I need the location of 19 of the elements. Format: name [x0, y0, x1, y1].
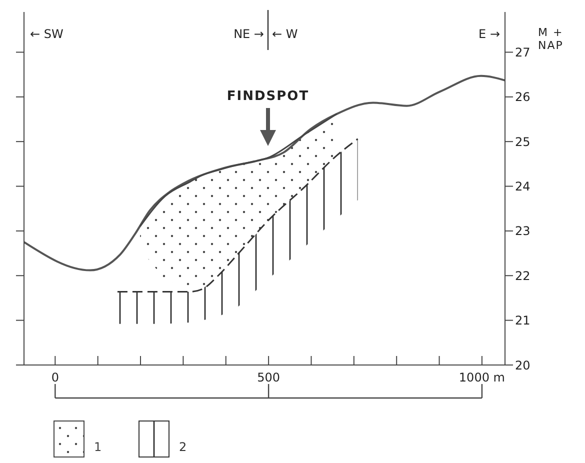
text: 1	[94, 440, 102, 454]
y-tick-label: 21	[515, 314, 530, 328]
y-tick-label: 22	[515, 268, 530, 283]
annotation: ← W	[272, 27, 298, 41]
annotation: E →	[478, 27, 500, 41]
annotation: FINDSPOT	[226, 89, 310, 104]
x-tick-label: 1000 m	[458, 370, 505, 385]
y-tick-label: 23	[515, 224, 530, 238]
y-axis-title: M + NAP	[538, 26, 564, 52]
y-tick-label: 27	[515, 45, 530, 60]
x-tick-label: 0	[51, 370, 59, 385]
y-tick-label: 20	[515, 358, 530, 372]
text: 2	[179, 440, 187, 454]
x-tick-label: 500	[257, 370, 280, 385]
annotation: ← SW	[30, 27, 64, 41]
annotation: NE →	[234, 27, 264, 41]
y-tick-label: 26	[515, 90, 530, 104]
y-tick-label: 24	[515, 180, 530, 194]
y-tick-label: 25	[515, 134, 530, 149]
